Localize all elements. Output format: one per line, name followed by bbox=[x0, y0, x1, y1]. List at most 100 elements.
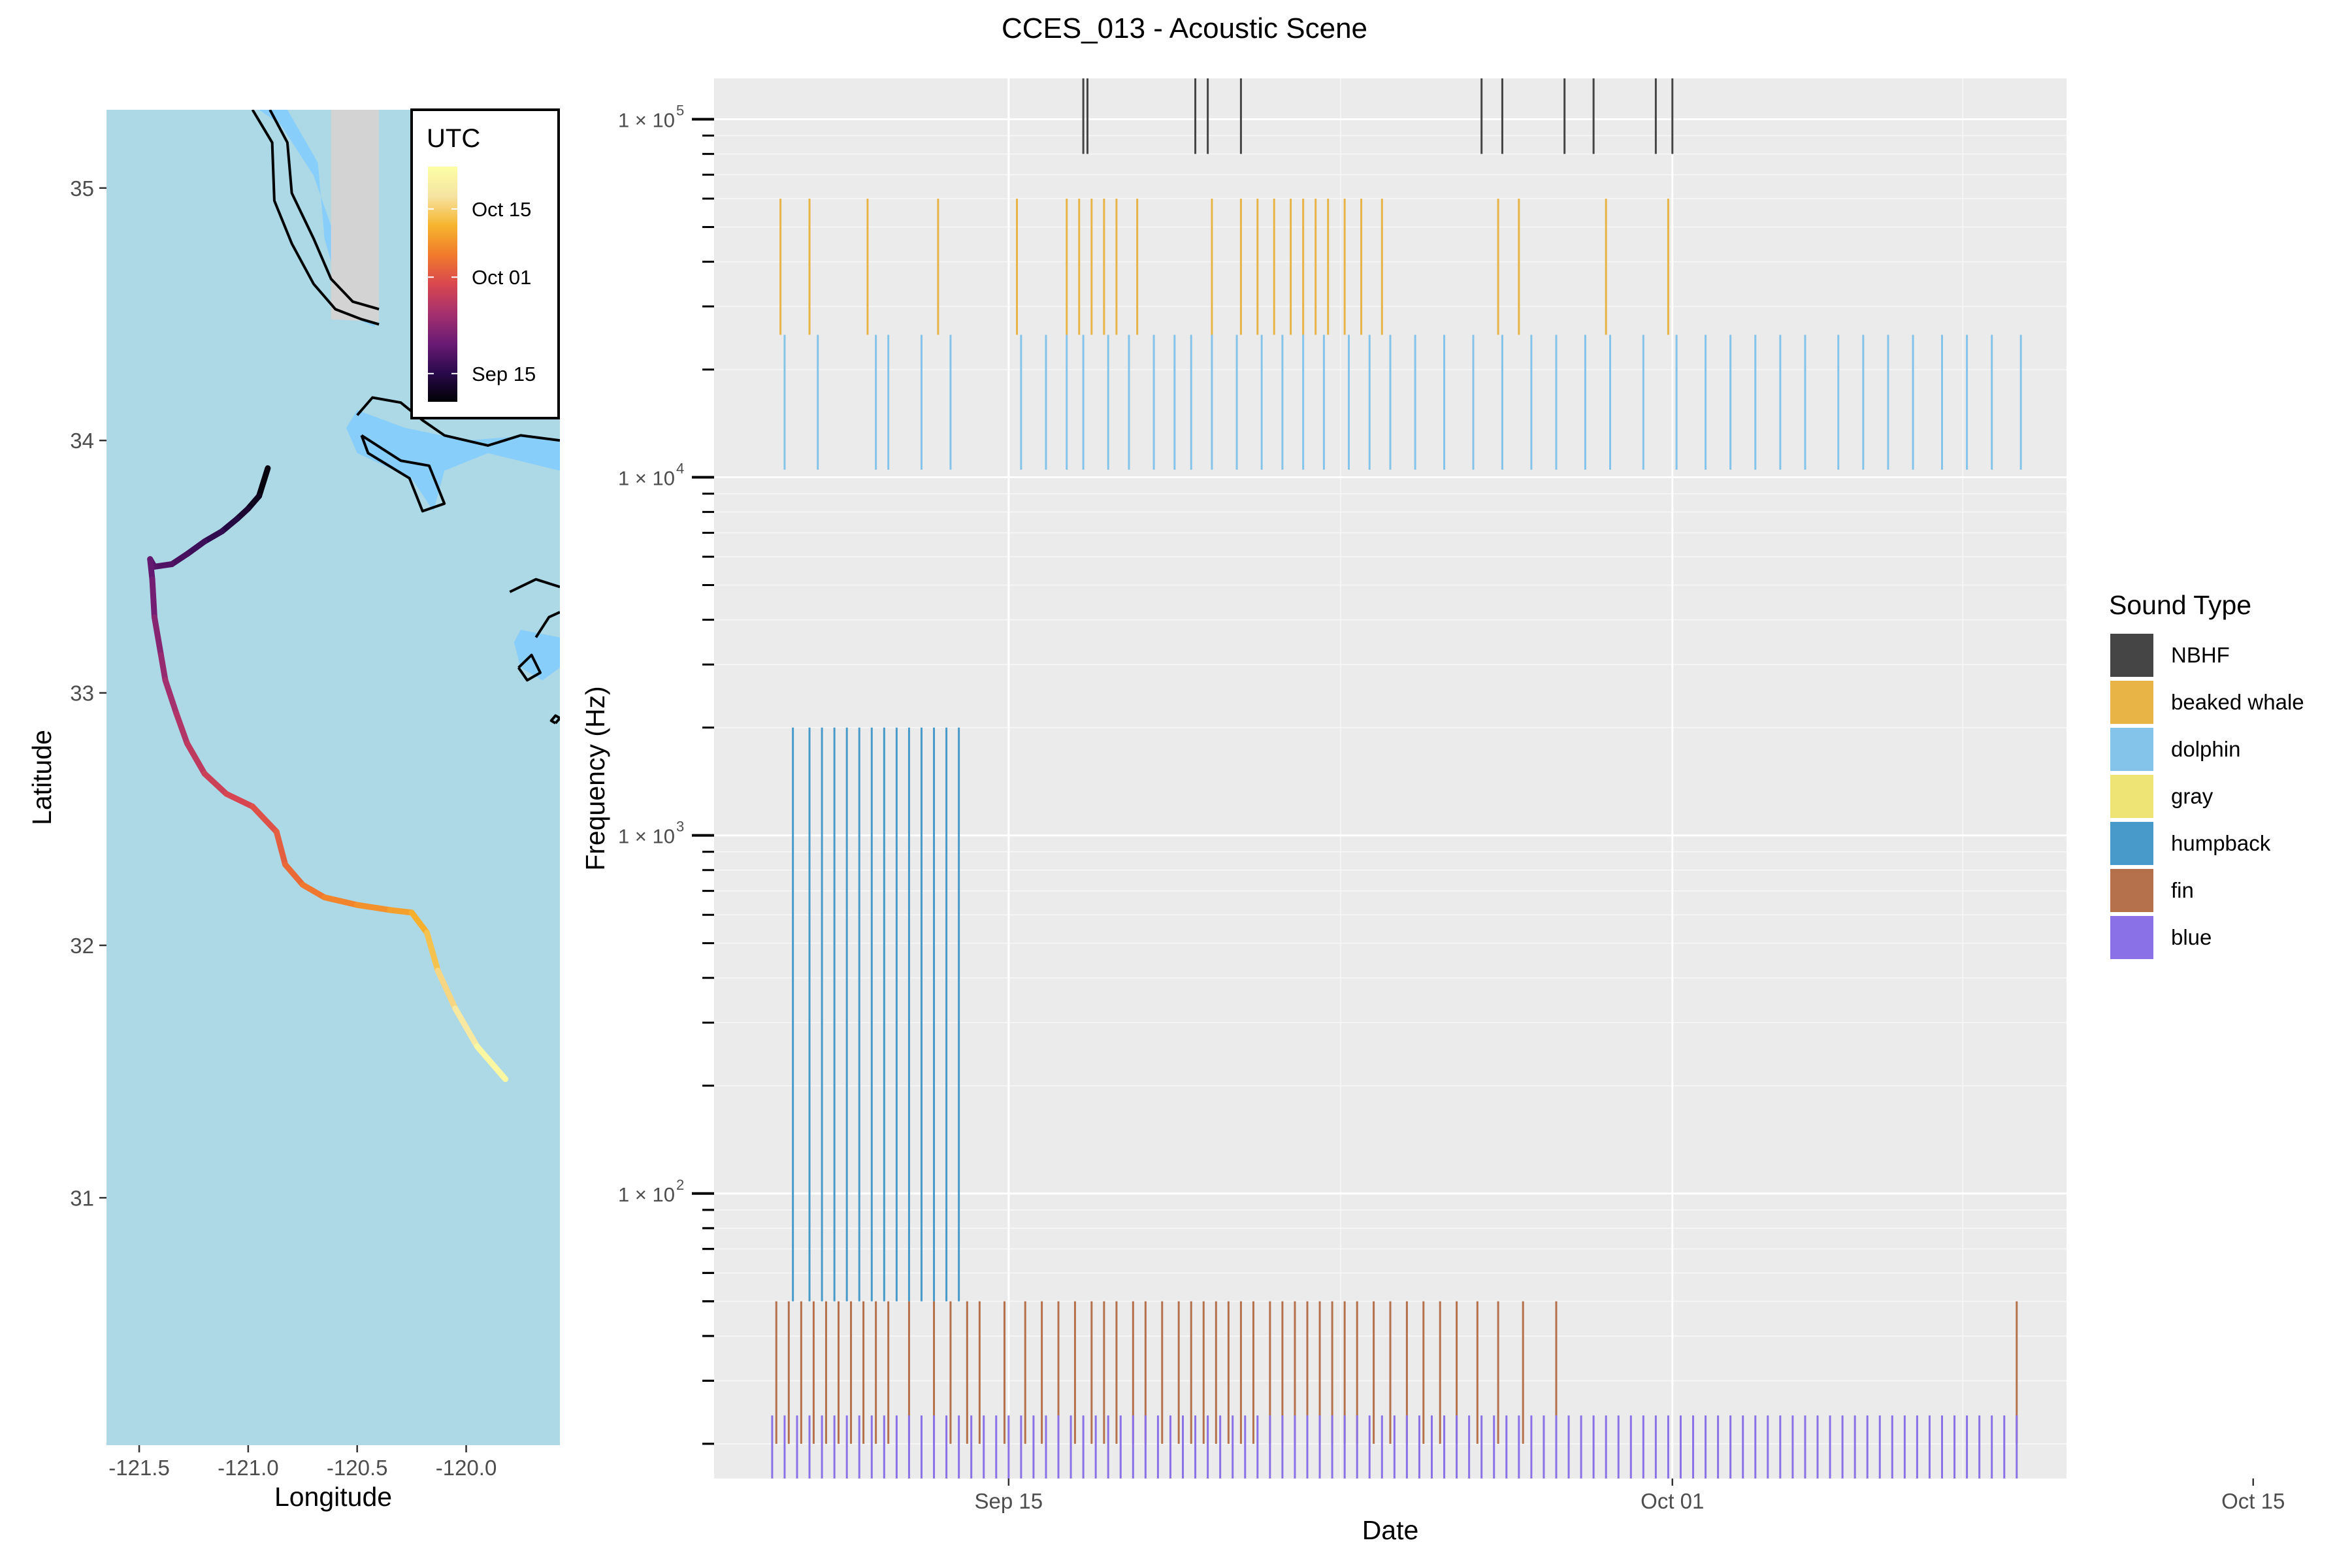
map-x-axis-label: Longitude bbox=[274, 1482, 392, 1512]
legend-swatch-dolphin bbox=[2110, 728, 2153, 771]
detection-bar-beaked-whale bbox=[1518, 199, 1520, 335]
track-segment bbox=[256, 465, 271, 499]
detection-bar-blue bbox=[983, 1415, 985, 1478]
detection-bar-fin bbox=[1073, 1301, 1076, 1444]
detection-bar-blue bbox=[1567, 1415, 1570, 1478]
track-segment bbox=[387, 907, 415, 916]
detection-bar-blue bbox=[1169, 1415, 1171, 1478]
x-axis-label: Date bbox=[1362, 1515, 1419, 1545]
detection-bar-fin bbox=[1331, 1301, 1333, 1444]
detection-bar-fin bbox=[1318, 1301, 1321, 1444]
detection-bar-blue bbox=[1742, 1415, 1744, 1478]
y-axis-label: Frequency (Hz) bbox=[580, 686, 610, 871]
detection-bar-beaked-whale bbox=[1090, 199, 1093, 335]
detection-bar-blue bbox=[1953, 1415, 1956, 1478]
detection-bar-beaked-whale bbox=[1380, 199, 1383, 335]
detection-bar-humpback bbox=[907, 727, 910, 1301]
detection-bar-blue bbox=[1493, 1415, 1495, 1478]
legend-label: beaked whale bbox=[2171, 690, 2304, 714]
detection-bar-fin bbox=[1215, 1301, 1217, 1444]
detection-bar-fin bbox=[1306, 1301, 1309, 1444]
detection-bar-blue bbox=[1978, 1415, 1981, 1478]
track-segment bbox=[273, 828, 289, 868]
detection-bar-blue bbox=[1841, 1415, 1844, 1478]
detection-bar-NBHF bbox=[1480, 78, 1483, 154]
detection-bar-dolphin bbox=[1082, 335, 1085, 470]
x-tick-label: Sep 15 bbox=[975, 1489, 1043, 1513]
detection-bar-blue bbox=[1779, 1415, 1782, 1478]
coastline-0 bbox=[251, 110, 380, 326]
track-segment bbox=[474, 1043, 509, 1083]
detection-bar-humpback bbox=[833, 727, 836, 1301]
detection-bar-blue bbox=[1094, 1415, 1097, 1478]
detection-bar-NBHF bbox=[1239, 78, 1242, 154]
detection-bar-blue bbox=[2003, 1415, 2006, 1478]
legend-swatch-humpback bbox=[2110, 822, 2153, 865]
map-y-tick-label: 33 bbox=[70, 681, 94, 706]
detection-bar-beaked-whale bbox=[1256, 199, 1259, 335]
detection-bar-blue bbox=[1903, 1415, 1906, 1478]
detection-bar-dolphin bbox=[783, 335, 786, 470]
detection-bar-blue bbox=[1443, 1415, 1446, 1478]
detection-bar-blue bbox=[1119, 1415, 1122, 1478]
track-segment bbox=[282, 861, 306, 888]
detection-bar-blue bbox=[1617, 1415, 1620, 1478]
detection-bar-fin bbox=[1389, 1301, 1392, 1444]
detection-bar-dolphin bbox=[2019, 335, 2022, 470]
detection-bar-dolphin bbox=[1584, 335, 1586, 470]
detection-bar-blue bbox=[1331, 1415, 1333, 1478]
track-segment bbox=[162, 677, 180, 716]
detection-bar-fin bbox=[1115, 1301, 1118, 1444]
detection-bar-NBHF bbox=[1207, 78, 1209, 154]
detection-bar-blue bbox=[1605, 1415, 1607, 1478]
detection-bar-blue bbox=[1692, 1415, 1695, 1478]
detection-bar-blue bbox=[1505, 1415, 1508, 1478]
detection-bar-blue bbox=[1144, 1415, 1147, 1478]
sound-legend-title: Sound Type bbox=[2109, 590, 2251, 620]
detection-bar-fin bbox=[837, 1301, 840, 1444]
x-tick-label: Oct 15 bbox=[2221, 1489, 2285, 1513]
detection-bar-dolphin bbox=[1530, 335, 1533, 470]
detection-bar-fin bbox=[1497, 1301, 1499, 1444]
detection-bar-blue bbox=[1468, 1415, 1471, 1478]
detection-bar-blue bbox=[1207, 1415, 1209, 1478]
y-tick-label: 1 × 10 bbox=[618, 1183, 675, 1206]
detection-bar-dolphin bbox=[1609, 335, 1612, 470]
detection-bar-blue bbox=[1543, 1415, 1545, 1478]
detection-bar-beaked-whale bbox=[779, 199, 782, 335]
detection-bar-blue bbox=[1182, 1415, 1184, 1478]
track-segment bbox=[408, 909, 430, 936]
detection-bar-blue bbox=[995, 1415, 998, 1478]
utc-legend-label: Oct 15 bbox=[472, 198, 531, 221]
detection-bar-dolphin bbox=[1211, 335, 1213, 470]
detection-bar-fin bbox=[933, 1301, 936, 1444]
coastline-6 bbox=[517, 653, 542, 682]
detection-bar-dolphin bbox=[920, 335, 923, 470]
coastline-5 bbox=[534, 611, 560, 638]
detection-bar-fin bbox=[1476, 1301, 1478, 1444]
map-x-tick-label: -121.0 bbox=[218, 1456, 279, 1480]
detection-bar-beaked-whale bbox=[1327, 199, 1330, 335]
track-segment bbox=[151, 614, 164, 659]
detection-bar-dolphin bbox=[1389, 335, 1392, 470]
detection-bar-fin bbox=[1239, 1301, 1242, 1444]
detection-bar-blue bbox=[895, 1415, 898, 1478]
detection-bar-dolphin bbox=[1235, 335, 1238, 470]
detection-bar-blue bbox=[858, 1415, 860, 1478]
detection-bar-dolphin bbox=[1107, 335, 1109, 470]
detection-bar-dolphin bbox=[1779, 335, 1782, 470]
legend-swatch-blue bbox=[2110, 916, 2153, 959]
detection-bar-NBHF bbox=[1082, 78, 1085, 154]
detection-bar-fin bbox=[875, 1301, 877, 1444]
detection-bar-humpback bbox=[945, 727, 948, 1301]
detection-bar-blue bbox=[1244, 1415, 1247, 1478]
detection-bar-fin bbox=[1041, 1301, 1043, 1444]
detection-bar-blue bbox=[958, 1415, 960, 1478]
detection-bar-blue bbox=[845, 1415, 848, 1478]
detection-bar-NBHF bbox=[1194, 78, 1197, 154]
detection-bar-NBHF bbox=[1654, 78, 1657, 154]
x-tick-label: Oct 01 bbox=[1641, 1489, 1704, 1513]
detection-bar-blue bbox=[1654, 1415, 1657, 1478]
detection-bar-fin bbox=[1439, 1301, 1441, 1444]
detection-bar-blue bbox=[970, 1415, 973, 1478]
